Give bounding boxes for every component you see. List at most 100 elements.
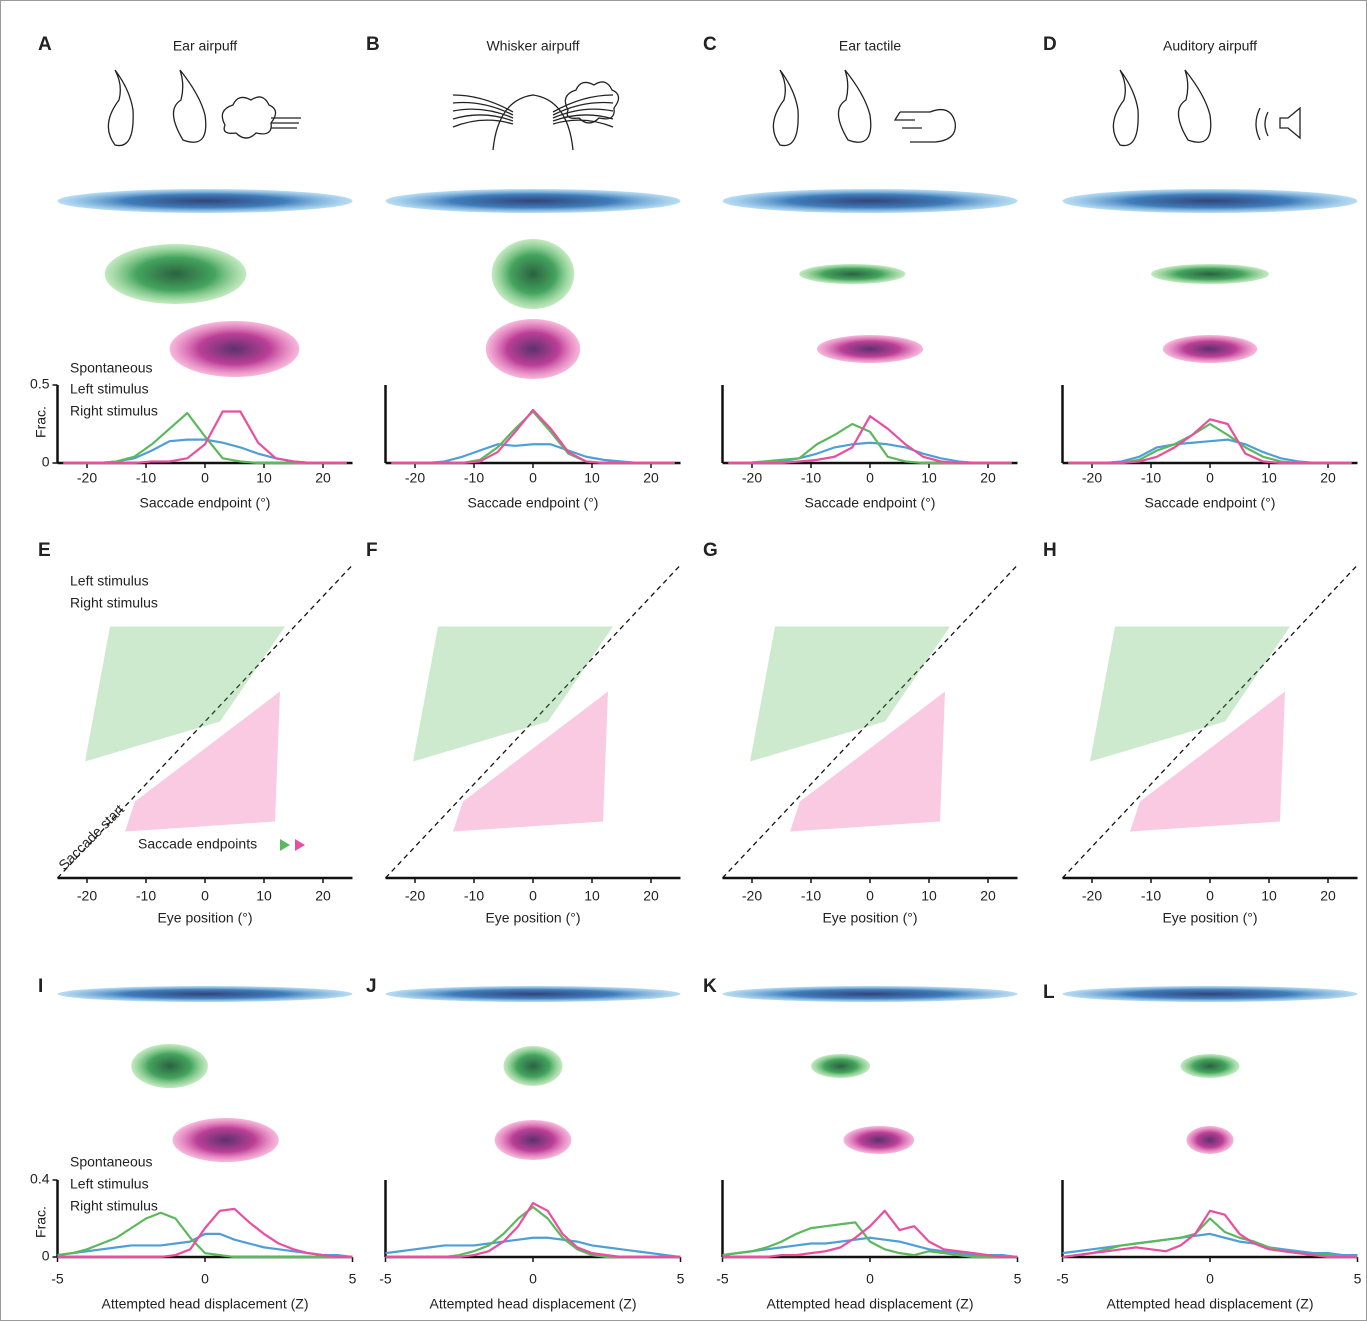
illustration	[772, 69, 956, 147]
x-axis-label: Saccade endpoint (°)	[468, 495, 599, 511]
x-tick-label: -5	[716, 1271, 729, 1287]
whisker	[452, 114, 514, 122]
x-tick-label: 10	[921, 470, 937, 486]
point-cloud	[843, 1126, 915, 1154]
whisker	[452, 94, 514, 113]
x-axis-label: Attempted head displacement (Z)	[102, 1296, 309, 1312]
x-axis-label: Saccade endpoint (°)	[805, 495, 936, 511]
x-tick-label: 0	[866, 888, 874, 904]
whisker	[552, 101, 614, 116]
x-axis-label: Attempted head displacement (Z)	[767, 1296, 974, 1312]
series-line	[722, 1221, 1018, 1259]
right-arrows	[125, 691, 280, 832]
x-tick-label: 0	[866, 470, 874, 486]
series-line	[385, 1205, 681, 1259]
panel-letter: D	[1043, 34, 1057, 55]
x-tick-label: -10	[1141, 888, 1161, 904]
whisker	[452, 108, 514, 119]
endpoint-marker	[280, 839, 290, 851]
panel-title: Ear airpuff	[173, 38, 237, 54]
panel-letter: F	[366, 540, 378, 561]
panel-letter: J	[366, 976, 377, 997]
series-line	[391, 410, 675, 465]
panel-title: Whisker airpuff	[486, 38, 579, 54]
diagonal-label: Saccade start	[55, 801, 127, 873]
point-cloud	[1062, 189, 1358, 213]
point-cloud	[385, 189, 681, 213]
x-tick-label: -10	[136, 470, 156, 486]
point-cloud	[1162, 335, 1258, 363]
x-tick-label: -10	[136, 888, 156, 904]
panel-letter: A	[38, 34, 52, 55]
puff	[221, 96, 301, 139]
left-arrows	[413, 626, 613, 762]
series-line	[385, 1236, 681, 1259]
x-axis-label: Eye position (°)	[1162, 910, 1257, 926]
y-tick-label: 0.4	[30, 1171, 50, 1187]
right-arrows	[790, 691, 945, 832]
x-tick-label: -20	[405, 888, 425, 904]
point-cloud	[722, 986, 1018, 1002]
x-axis-label: Eye position (°)	[157, 910, 252, 926]
point-cloud	[485, 319, 581, 379]
x-tick-label: 20	[643, 470, 659, 486]
x-tick-label: -10	[1141, 470, 1161, 486]
x-tick-label: 0	[201, 1271, 209, 1287]
whisker	[452, 101, 514, 116]
series-line	[722, 1209, 1018, 1259]
point-cloud	[494, 1120, 572, 1160]
illustration	[1112, 69, 1301, 147]
ear	[1177, 69, 1212, 143]
point-cloud	[1062, 986, 1358, 1002]
panel-title: Ear tactile	[839, 38, 901, 54]
ear	[172, 69, 207, 143]
point-cloud	[503, 1046, 563, 1086]
x-tick-label: -10	[464, 470, 484, 486]
point-cloud	[172, 1118, 279, 1162]
panel-letter: L	[1043, 982, 1055, 1003]
x-axis-label: Attempted head displacement (Z)	[1107, 1296, 1314, 1312]
x-tick-label: 5	[1014, 1271, 1022, 1287]
left-arrows	[85, 626, 285, 762]
y-tick-label: 0	[42, 1248, 50, 1264]
x-tick-label: 20	[315, 470, 331, 486]
panel-title: Auditory airpuff	[1163, 38, 1257, 54]
y-axis-label: Frac.	[33, 406, 49, 438]
series-line	[63, 411, 347, 465]
x-axis-label: Saccade endpoint (°)	[140, 495, 271, 511]
x-axis-label: Saccade endpoint (°)	[1145, 495, 1276, 511]
series-line	[391, 443, 675, 465]
point-cloud	[57, 189, 353, 213]
mouse-head	[492, 94, 574, 151]
left-arrows	[1090, 626, 1290, 762]
series-line	[391, 408, 675, 465]
series-line	[385, 1201, 681, 1259]
legend-entry: Right stimulus	[70, 1198, 158, 1214]
panel-letter: K	[703, 976, 717, 997]
x-tick-label: 0	[866, 1271, 874, 1287]
x-tick-label: 10	[584, 470, 600, 486]
x-tick-label: 5	[677, 1271, 685, 1287]
x-axis-label: Eye position (°)	[822, 910, 917, 926]
x-tick-label: -10	[801, 888, 821, 904]
x-axis-label: Attempted head displacement (Z)	[430, 1296, 637, 1312]
panel-letter: C	[703, 34, 717, 55]
speaker	[1255, 106, 1301, 141]
series-line	[57, 1211, 353, 1259]
x-tick-label: 0	[1206, 888, 1214, 904]
finger	[893, 108, 956, 143]
ear	[772, 69, 799, 147]
legend-entry: Spontaneous	[70, 360, 153, 376]
x-tick-label: -20	[405, 470, 425, 486]
x-tick-label: 0	[201, 470, 209, 486]
panel-letter: B	[366, 34, 380, 55]
point-cloud	[811, 1054, 870, 1078]
x-tick-label: 10	[584, 888, 600, 904]
series-line	[57, 1207, 353, 1259]
x-axis-label: Eye position (°)	[485, 910, 580, 926]
right-arrows	[1130, 691, 1285, 832]
right-arrows	[453, 691, 608, 832]
x-tick-label: 10	[256, 470, 272, 486]
panel-letter: E	[38, 540, 51, 561]
x-tick-label: -20	[742, 888, 762, 904]
